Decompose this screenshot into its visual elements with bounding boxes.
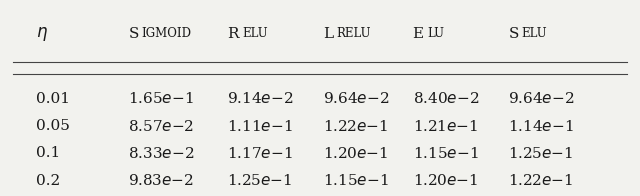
Text: 8.33$e$−2: 8.33$e$−2	[129, 146, 195, 161]
Text: 0.2: 0.2	[36, 174, 60, 188]
Text: ELU: ELU	[242, 27, 268, 40]
Text: 1.20$e$−1: 1.20$e$−1	[323, 146, 388, 161]
Text: 1.15$e$−1: 1.15$e$−1	[323, 173, 389, 188]
Text: 9.83$e$−2: 9.83$e$−2	[129, 173, 195, 188]
Text: 0.05: 0.05	[36, 119, 70, 133]
Text: 9.14$e$−2: 9.14$e$−2	[227, 92, 294, 106]
Text: 1.14$e$−1: 1.14$e$−1	[508, 119, 574, 134]
Text: E: E	[413, 27, 424, 41]
Text: 1.22$e$−1: 1.22$e$−1	[508, 173, 573, 188]
Text: RELU: RELU	[336, 27, 371, 40]
Text: $\eta$: $\eta$	[36, 25, 48, 43]
Text: R: R	[227, 27, 239, 41]
Text: 1.25$e$−1: 1.25$e$−1	[227, 173, 292, 188]
Text: 1.65$e$−1: 1.65$e$−1	[129, 92, 194, 106]
Text: ELU: ELU	[522, 27, 547, 40]
Text: 9.64$e$−2: 9.64$e$−2	[508, 92, 575, 106]
Text: 8.40$e$−2: 8.40$e$−2	[413, 92, 479, 106]
Text: 1.21$e$−1: 1.21$e$−1	[413, 119, 478, 134]
Text: 9.64$e$−2: 9.64$e$−2	[323, 92, 390, 106]
Text: 1.22$e$−1: 1.22$e$−1	[323, 119, 388, 134]
Text: 8.57$e$−2: 8.57$e$−2	[129, 119, 195, 134]
Text: IGMOID: IGMOID	[142, 27, 192, 40]
Text: 1.15$e$−1: 1.15$e$−1	[413, 146, 478, 161]
Text: L: L	[323, 27, 333, 41]
Text: S: S	[508, 27, 519, 41]
Text: 1.25$e$−1: 1.25$e$−1	[508, 146, 573, 161]
Text: 1.17$e$−1: 1.17$e$−1	[227, 146, 293, 161]
Text: 0.1: 0.1	[36, 146, 60, 161]
Text: 1.11$e$−1: 1.11$e$−1	[227, 119, 293, 134]
Text: LU: LU	[427, 27, 444, 40]
Text: S: S	[129, 27, 139, 41]
Text: 1.20$e$−1: 1.20$e$−1	[413, 173, 478, 188]
Text: 0.01: 0.01	[36, 92, 70, 106]
